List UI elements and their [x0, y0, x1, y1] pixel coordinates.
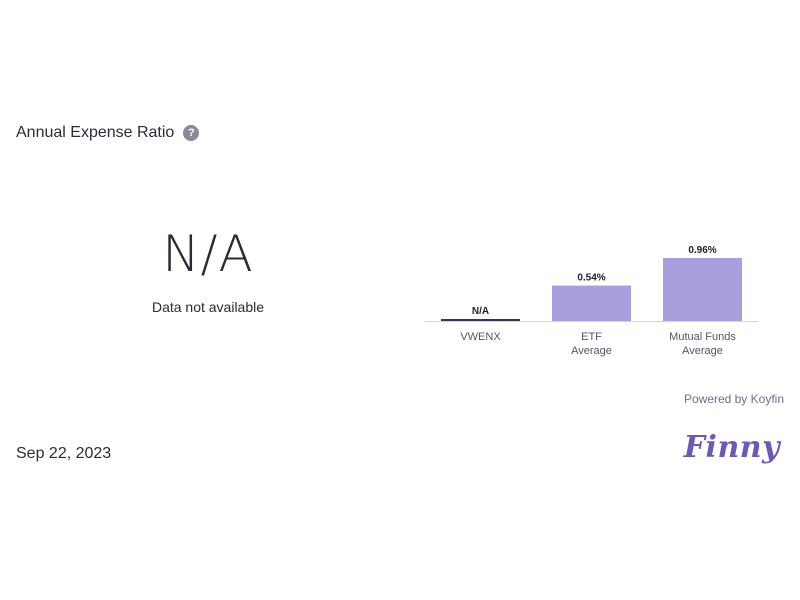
expense-ratio-subtitle: Data not available	[151, 299, 265, 315]
x-tick-label: Mutual Funds	[669, 331, 736, 343]
x-tick-label: VWENX	[460, 331, 501, 343]
x-tick-label: Average	[682, 345, 723, 357]
x-tick-label: Average	[571, 345, 612, 357]
powered-by-label: Powered by	[683, 392, 751, 406]
bar-na	[441, 319, 520, 321]
data-label: N/A	[472, 306, 489, 317]
expense-ratio-value: N/A	[162, 225, 254, 283]
question-circle-icon[interactable]: ?	[183, 125, 200, 141]
as-of-date: Sep 22, 2023	[16, 445, 112, 462]
section-title: Annual Expense Ratio	[16, 124, 175, 141]
bar	[552, 285, 631, 321]
data-label: 0.96%	[688, 245, 716, 256]
bar	[663, 258, 742, 321]
data-label: 0.54%	[577, 273, 605, 284]
finny-logo: Finny	[683, 430, 780, 465]
section-header: Annual Expense Ratio ?	[16, 124, 200, 142]
koyfin-link[interactable]: Koyfin	[750, 392, 784, 406]
powered-by: Powered by Koyfin	[684, 392, 784, 406]
x-tick-label: ETF	[581, 331, 602, 343]
